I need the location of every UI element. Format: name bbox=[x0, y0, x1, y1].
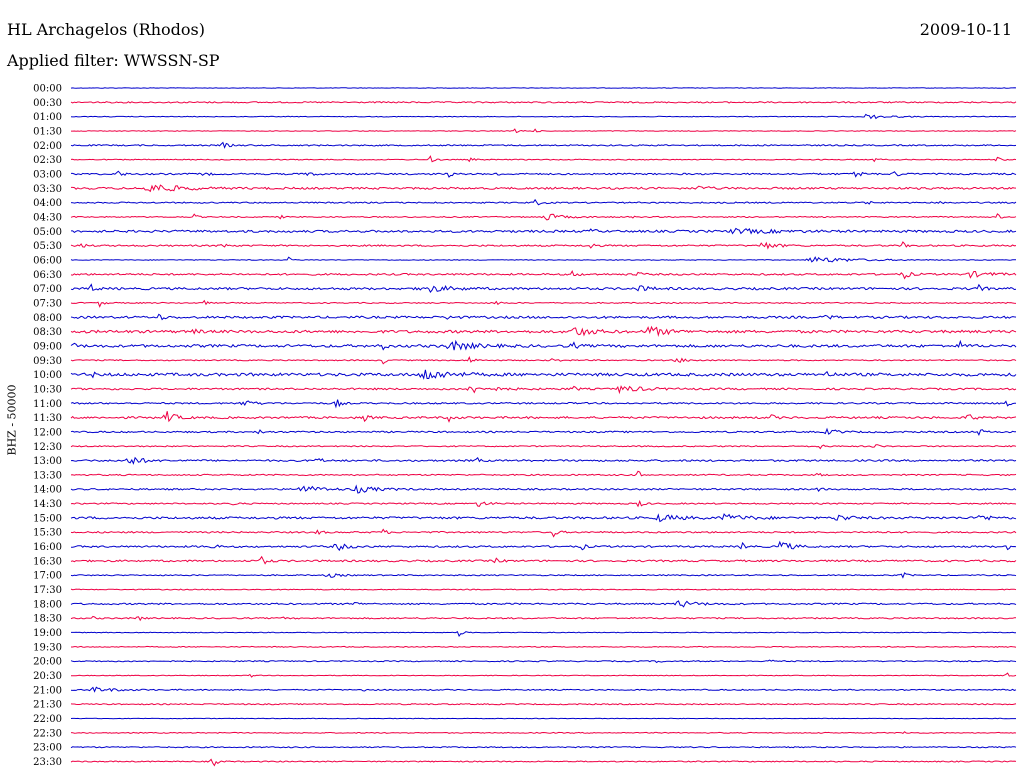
time-tick-label: 17:00 bbox=[33, 571, 62, 582]
time-tick-label: 03:00 bbox=[33, 169, 62, 180]
trace-line-1730 bbox=[70, 588, 1017, 591]
trace-line-0130 bbox=[71, 128, 1017, 134]
time-tick-label: 18:00 bbox=[33, 599, 62, 610]
time-tick-label: 19:30 bbox=[33, 642, 62, 653]
trace-line-2300 bbox=[70, 746, 1017, 749]
trace-line-1930 bbox=[71, 645, 1017, 648]
time-tick-label: 07:30 bbox=[33, 298, 62, 309]
time-tick-label: 22:30 bbox=[33, 728, 62, 739]
trace-line-1000 bbox=[70, 369, 1017, 380]
trace-line-2100 bbox=[70, 686, 1017, 693]
trace-line-1100 bbox=[70, 399, 1016, 409]
trace-line-0030 bbox=[70, 101, 1017, 104]
time-tick-label: 00:30 bbox=[33, 98, 62, 109]
time-tick-label: 11:30 bbox=[33, 413, 62, 424]
trace-line-1300 bbox=[70, 456, 1017, 465]
time-tick-label: 07:00 bbox=[33, 284, 62, 295]
trace-line-1600 bbox=[70, 540, 1017, 552]
trace-line-0500 bbox=[71, 227, 1017, 235]
trace-line-1630 bbox=[70, 555, 1017, 565]
trace-line-0200 bbox=[70, 141, 1017, 149]
trace-line-1200 bbox=[70, 427, 1016, 437]
time-tick-label: 10:30 bbox=[33, 384, 62, 395]
time-tick-label: 15:00 bbox=[33, 513, 62, 524]
time-tick-label: 17:30 bbox=[33, 585, 62, 596]
trace-line-2030 bbox=[71, 672, 1017, 678]
time-tick-label: 14:00 bbox=[33, 485, 62, 496]
trace-line-1230 bbox=[70, 444, 1017, 450]
time-tick-label: 03:30 bbox=[33, 184, 62, 195]
trace-line-0100 bbox=[70, 113, 1017, 120]
time-tick-label: 21:30 bbox=[33, 700, 62, 711]
trace-line-1400 bbox=[70, 484, 1017, 494]
time-tick-label: 05:30 bbox=[33, 241, 62, 252]
trace-line-0400 bbox=[70, 198, 1017, 206]
time-tick-label: 06:00 bbox=[33, 255, 62, 266]
time-tick-label: 20:00 bbox=[33, 657, 62, 668]
trace-line-0830 bbox=[70, 325, 1017, 337]
date-label: 2009-10-11 bbox=[919, 20, 1012, 39]
trace-line-1900 bbox=[71, 630, 1016, 638]
trace-line-0300 bbox=[71, 170, 1017, 178]
trace-line-2330 bbox=[70, 758, 1017, 767]
time-tick-label: 13:00 bbox=[33, 456, 62, 467]
trace-line-1330 bbox=[70, 470, 1017, 477]
trace-line-0930 bbox=[70, 355, 1017, 365]
time-tick-label: 22:00 bbox=[33, 714, 62, 725]
trace-line-0230 bbox=[70, 155, 1017, 163]
time-tick-label: 23:00 bbox=[33, 743, 62, 754]
trace-line-0800 bbox=[70, 313, 1017, 321]
trace-line-0630 bbox=[70, 270, 1017, 280]
trace-line-1500 bbox=[70, 513, 1017, 523]
trace-line-2130 bbox=[70, 703, 1017, 706]
time-tick-label: 01:30 bbox=[33, 126, 62, 137]
trace-line-2230 bbox=[70, 731, 1017, 734]
time-tick-label: 23:30 bbox=[33, 757, 62, 768]
time-tick-label: 04:00 bbox=[33, 198, 62, 209]
filter-label: Applied filter: WWSSN-SP bbox=[7, 51, 220, 70]
time-tick-label: 21:00 bbox=[33, 685, 62, 696]
trace-line-0600 bbox=[70, 256, 1016, 263]
time-tick-label: 01:00 bbox=[33, 112, 62, 123]
time-tick-label: 15:30 bbox=[33, 528, 62, 539]
trace-line-1430 bbox=[70, 499, 1017, 508]
time-tick-label: 02:00 bbox=[33, 141, 62, 152]
time-tick-label: 09:00 bbox=[33, 341, 62, 352]
trace-line-1830 bbox=[70, 615, 1016, 622]
time-tick-label: 16:00 bbox=[33, 542, 62, 553]
time-tick-label: 12:30 bbox=[33, 442, 62, 453]
trace-line-0430 bbox=[70, 213, 1017, 221]
time-tick-label: 19:00 bbox=[33, 628, 62, 639]
trace-line-1130 bbox=[70, 411, 1017, 423]
trace-line-0730 bbox=[70, 299, 1017, 308]
time-tick-label: 12:00 bbox=[33, 427, 62, 438]
time-tick-label: 13:30 bbox=[33, 470, 62, 481]
trace-line-0900 bbox=[70, 339, 1017, 351]
time-tick-label: 00:00 bbox=[33, 84, 62, 95]
time-tick-label: 08:30 bbox=[33, 327, 62, 338]
trace-line-1530 bbox=[70, 528, 1017, 538]
time-tick-label: 14:30 bbox=[33, 499, 62, 510]
time-tick-label: 08:00 bbox=[33, 313, 62, 324]
trace-line-1700 bbox=[70, 572, 1017, 579]
trace-line-2000 bbox=[70, 659, 1017, 664]
time-tick-label: 10:00 bbox=[33, 370, 62, 381]
time-tick-label: 04:30 bbox=[33, 212, 62, 223]
trace-line-0530 bbox=[70, 241, 1017, 250]
time-tick-label: 18:30 bbox=[33, 614, 62, 625]
trace-line-0330 bbox=[71, 184, 1017, 193]
time-tick-label: 05:00 bbox=[33, 227, 62, 238]
trace-line-1800 bbox=[70, 600, 1017, 608]
trace-line-0700 bbox=[70, 283, 1017, 294]
trace-line-1030 bbox=[70, 385, 1017, 395]
time-tick-label: 16:30 bbox=[33, 556, 62, 567]
time-tick-label: 06:30 bbox=[33, 270, 62, 281]
station-title: HL Archagelos (Rhodos) bbox=[7, 20, 205, 39]
time-tick-label: 09:30 bbox=[33, 356, 62, 367]
time-tick-label: 11:00 bbox=[33, 399, 62, 410]
time-tick-label: 20:30 bbox=[33, 671, 62, 682]
time-tick-label: 02:30 bbox=[33, 155, 62, 166]
